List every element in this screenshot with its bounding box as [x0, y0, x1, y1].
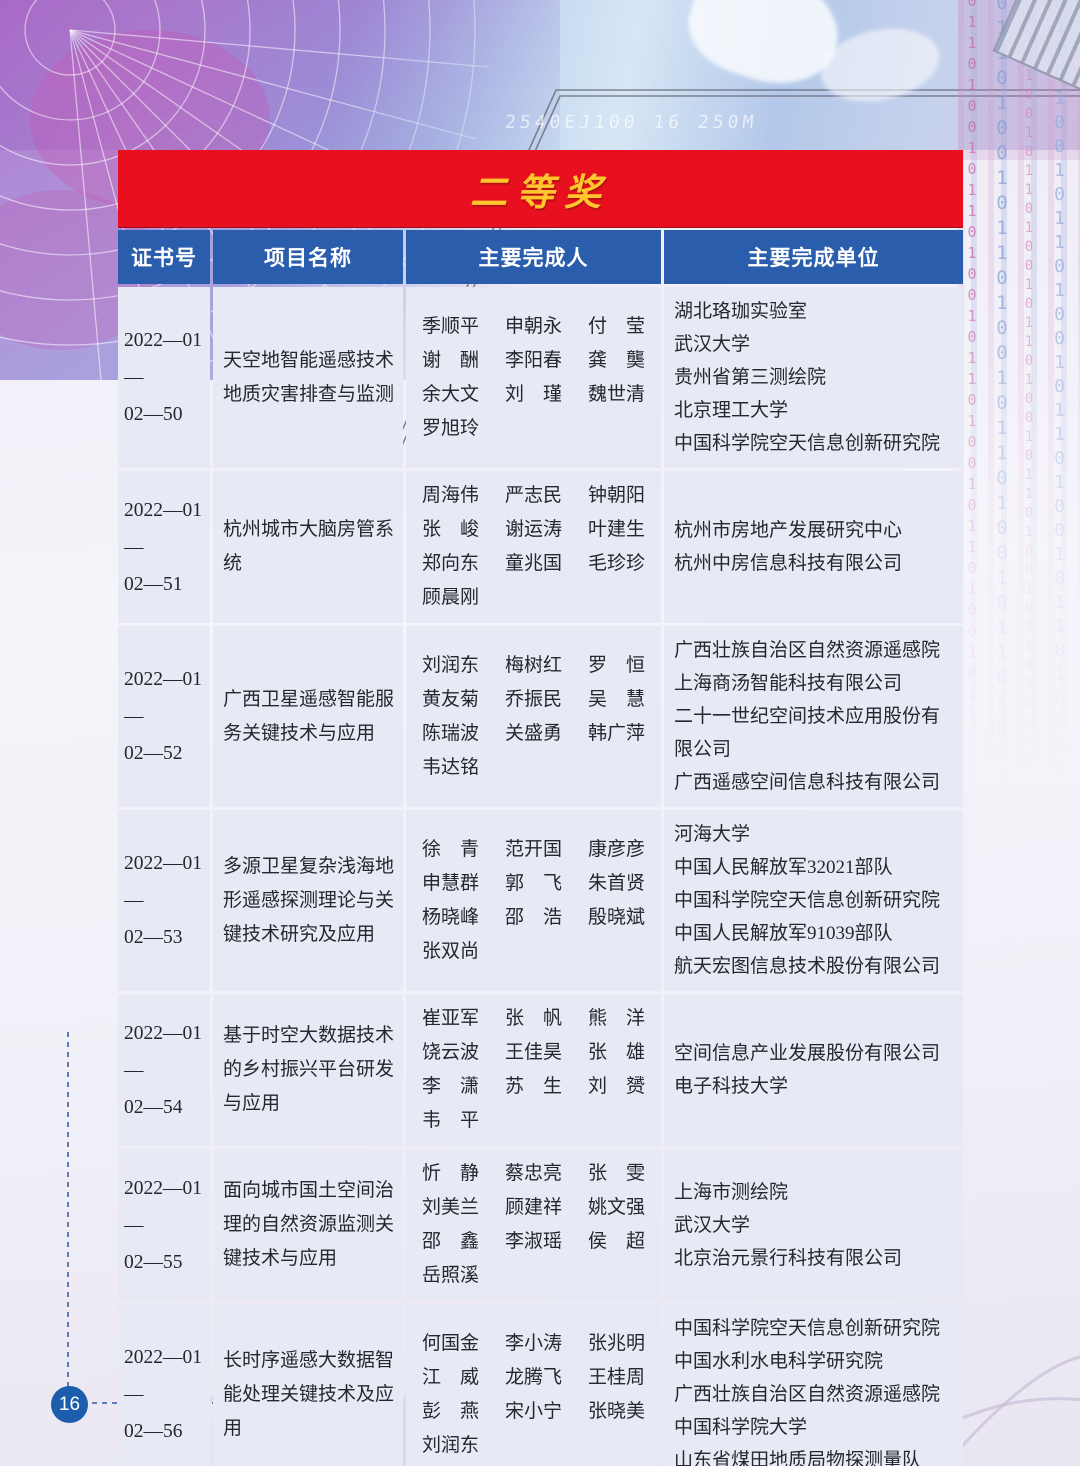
cell-project-name: 多源卫星复杂浅海地形遥感探测理论与关键技术研究及应用 [213, 810, 403, 991]
cell-organizations: 河海大学 中国人民解放军32021部队 中国科学院空天信息创新研究院 中国人民解放军9… [664, 810, 963, 991]
cell-contributors: 季顺平 申朝永付 莹谢 酬李阳春龚 龑余大文刘 瑾魏世清 罗旭玲 [406, 287, 661, 468]
cell-project-name: 长时序遥感大数据智能处理关键技术及应用 [213, 1304, 403, 1466]
binary-column: 0110100101101001011010010110100101101001… [991, 0, 1013, 790]
cell-project-name: 面向城市国土空间治理的自然资源监测关键技术与应用 [213, 1149, 403, 1301]
binary-code-strip: 0110100101101001011010010110100101101001… [958, 0, 1080, 790]
cell-contributors: 周海伟 严志民 钟朝阳张 峻谢运涛 叶建生 郑向东 童兆国 毛珍珍 顾晨刚 [406, 471, 661, 623]
binary-column: 0110100101101001011010010110100101101001… [963, 0, 981, 790]
cell-organizations: 湖北珞珈实验室 武汉大学 贵州省第三测绘院 北京理工大学 中国科学院空天信息创新研究院 [664, 287, 963, 468]
cell-certificate-no: 2022—01— 02—55 [118, 1149, 210, 1301]
award-title: 二等奖 [470, 172, 611, 214]
cell-certificate-no: 2022—01— 02—54 [118, 994, 210, 1146]
ruler-numbers-overlay: 2540EJ100 16 250M [503, 112, 759, 133]
cell-project-name: 基于时空大数据技术的乡村振兴平台研发与应用 [213, 994, 403, 1146]
cell-organizations: 广西壮族自治区自然资源遥感院 上海商汤智能科技有限公司 二十一世纪空间技术应用股份有… [664, 626, 963, 807]
header-project-name: 项目名称 [213, 230, 403, 284]
table-header-row: 证书号 项目名称 主要完成人 主要完成单位 [118, 230, 963, 284]
cell-contributors: 刘润东 梅树红罗 恒黄友菊 乔振民吴 慧陈瑞波 关盛勇 韩广萍 韦达铭 [406, 626, 661, 807]
page-number-badge: 16 [51, 1386, 88, 1423]
cell-certificate-no: 2022—01— 02—51 [118, 471, 210, 623]
cell-organizations: 杭州市房地产发展研究中心 杭州中房信息科技有限公司 [664, 471, 963, 623]
cell-certificate-no: 2022—01— 02—52 [118, 626, 210, 807]
cell-certificate-no: 2022—01— 02—53 [118, 810, 210, 991]
header-certificate-no: 证书号 [118, 230, 210, 284]
cell-contributors: 徐 青范开国 康彦彦 申慧群郭 飞朱首贤 杨晓峰邵 浩殷晓斌 张双尚 [406, 810, 661, 991]
cell-project-name: 天空地智能遥感技术地质灾害排查与监测 [213, 287, 403, 468]
table-row: 2022—01— 02—53 多源卫星复杂浅海地形遥感探测理论与关键技术研究及应用… [118, 810, 963, 991]
table-row: 2022—01— 02—52 广西卫星遥感智能服务关键技术与应用 刘润东 梅树红罗 … [118, 626, 963, 807]
table-row: 2022—01— 02—56 长时序遥感大数据智能处理关键技术及应用 何国金 李小涛… [118, 1304, 963, 1466]
header-main-organizations: 主要完成单位 [664, 230, 963, 284]
cell-contributors: 忻 静蔡忠亮张 雯刘美兰 顾建祥 姚文强邵 鑫李淑瑶侯 超岳照溪 [406, 1149, 661, 1301]
table-row: 2022—01— 02—51 杭州城市大脑房管系统 周海伟 严志民 钟朝阳张 峻谢运涛… [118, 471, 963, 623]
cell-organizations: 上海市测绘院 武汉大学 北京治元景行科技有限公司 [664, 1149, 963, 1301]
award-banner: 二等奖 [118, 150, 963, 227]
cell-contributors: 何国金 李小涛 张兆明江 威龙腾飞 王桂周彭 燕宋小宁 张晓美 刘润东 [406, 1304, 661, 1466]
binary-column: 0110100101101001011010010110100101101001… [1021, 0, 1037, 790]
cell-project-name: 杭州城市大脑房管系统 [213, 471, 403, 623]
binary-column: 0110100101101001011010010110100101101001… [1049, 0, 1070, 790]
award-table: 二等奖 证书号 项目名称 主要完成人 主要完成单位 2022—01— 02—50 … [118, 150, 963, 1466]
table-row: 2022—01— 02—54 基于时空大数据技术的乡村振兴平台研发与应用 崔亚军张… [118, 994, 963, 1146]
cell-certificate-no: 2022—01— 02—56 [118, 1304, 210, 1466]
table-row: 2022—01— 02—50 天空地智能遥感技术地质灾害排查与监测 季顺平 申朝永付… [118, 287, 963, 468]
cell-certificate-no: 2022—01— 02—50 [118, 287, 210, 468]
cell-contributors: 崔亚军张 帆熊 洋饶云波 王佳昊张 雄李 潇苏 生刘 赟韦 平 [406, 994, 661, 1146]
cell-project-name: 广西卫星遥感智能服务关键技术与应用 [213, 626, 403, 807]
header-main-contributors: 主要完成人 [406, 230, 661, 284]
vertical-dashed-guide [67, 1032, 69, 1390]
table-body: 2022—01— 02—50 天空地智能遥感技术地质灾害排查与监测 季顺平 申朝永付… [118, 287, 963, 1466]
cell-organizations: 空间信息产业发展股份有限公司 电子科技大学 [664, 994, 963, 1146]
table-row: 2022—01— 02—55 面向城市国土空间治理的自然资源监测关键技术与应用 忻… [118, 1149, 963, 1301]
cell-organizations: 中国科学院空天信息创新研究院 中国水利水电科学研究院 广西壮族自治区自然资源遥感院中… [664, 1304, 963, 1466]
